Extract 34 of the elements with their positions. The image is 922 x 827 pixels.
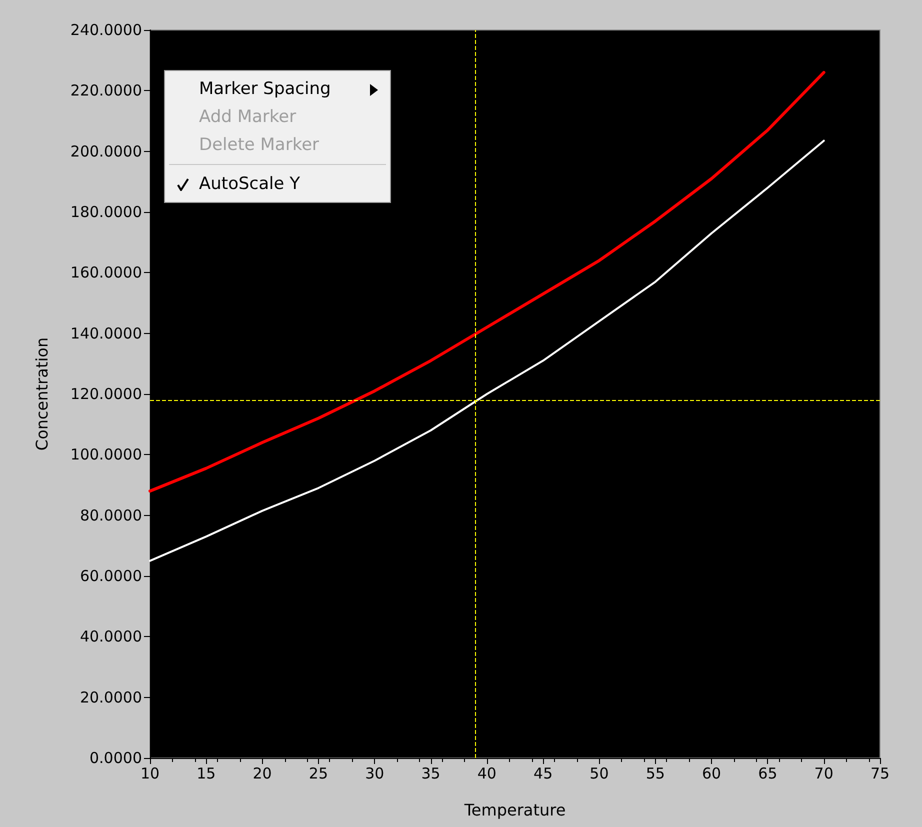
x-tick-label: 45 bbox=[534, 764, 553, 782]
x-tick-label: 40 bbox=[477, 764, 496, 782]
line-series bbox=[148, 70, 826, 493]
y-tick-label: 120.0000 bbox=[70, 385, 142, 403]
annotation: Add Marker bbox=[198, 106, 298, 129]
x-tick-label: 55 bbox=[646, 764, 665, 782]
x-tick-label: 15 bbox=[196, 764, 216, 782]
y-axis-title: Concentration bbox=[32, 337, 52, 451]
y-tick-label: 0.0000 bbox=[90, 749, 142, 767]
x-tick-label: 60 bbox=[702, 764, 722, 782]
y-tick-label: 60.0000 bbox=[80, 567, 142, 585]
y-tick-label: 80.0000 bbox=[80, 506, 142, 524]
x-tick-label: 30 bbox=[365, 764, 384, 782]
y-tick-label: 180.0000 bbox=[70, 203, 142, 221]
y-tick-label: 240.0000 bbox=[70, 21, 142, 39]
annotation: AutoScale Y bbox=[198, 173, 301, 196]
x-axis-title: Temperature bbox=[463, 800, 566, 820]
y-tick-label: 220.0000 bbox=[70, 82, 142, 100]
x-tick-label: 75 bbox=[870, 764, 890, 782]
annotation: Delete Marker bbox=[198, 134, 320, 157]
y-tick-label: 20.0000 bbox=[80, 688, 142, 706]
y-tick-label: 200.0000 bbox=[70, 142, 142, 160]
x-tick-label: 20 bbox=[252, 764, 272, 782]
x-tick-label: 25 bbox=[308, 764, 328, 782]
x-tick-label: 65 bbox=[758, 764, 778, 782]
x-tick-label: 70 bbox=[814, 764, 834, 782]
y-tick-label: 40.0000 bbox=[80, 628, 142, 646]
x-tick-label: 50 bbox=[590, 764, 609, 782]
annotation: Marker Spacing bbox=[198, 78, 332, 101]
x-tick-label: 10 bbox=[140, 764, 160, 782]
y-tick-label: 100.0000 bbox=[70, 446, 142, 464]
y-tick-label: 140.0000 bbox=[70, 324, 142, 342]
y-tick-label: 160.0000 bbox=[70, 264, 142, 282]
x-tick-label: 35 bbox=[421, 764, 440, 782]
